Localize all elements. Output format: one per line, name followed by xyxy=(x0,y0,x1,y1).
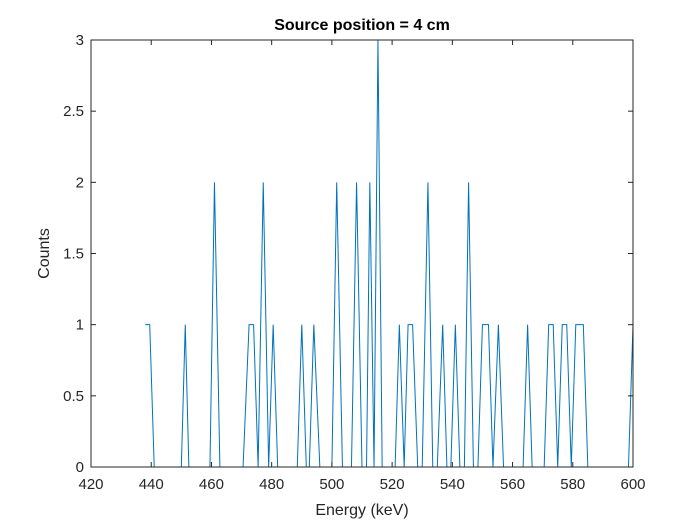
y-tick-label: 1 xyxy=(76,317,84,334)
y-tick-label: 1.5 xyxy=(63,246,84,263)
x-axis-label: Energy (keV) xyxy=(315,502,408,519)
x-tick-label: 420 xyxy=(78,476,103,493)
y-tick-label: 2.5 xyxy=(63,103,84,120)
x-tick-label: 460 xyxy=(199,476,224,493)
x-tick-label: 500 xyxy=(319,476,344,493)
x-tick-label: 560 xyxy=(500,476,525,493)
y-tick-label: 3 xyxy=(76,32,84,49)
x-tick-label: 580 xyxy=(560,476,585,493)
y-tick-label: 2 xyxy=(76,174,84,191)
plot-area xyxy=(91,40,633,467)
y-axis-label: Counts xyxy=(36,228,53,279)
chart-title: Source position = 4 cm xyxy=(274,17,450,34)
x-tick-label: 540 xyxy=(440,476,465,493)
x-tick-label: 600 xyxy=(620,476,645,493)
series-layer xyxy=(145,39,634,468)
series-line xyxy=(145,39,634,468)
y-axis-ticks: 0 0.5 1 1.5 2 2.5 3 xyxy=(63,32,633,476)
y-tick-label: 0.5 xyxy=(63,388,84,405)
x-tick-label: 440 xyxy=(139,476,164,493)
y-tick-label: 0 xyxy=(76,459,84,476)
x-tick-label: 480 xyxy=(259,476,284,493)
x-tick-label: 520 xyxy=(380,476,405,493)
x-axis-ticks: 420 440 460 480 500 520 540 560 580 600 xyxy=(78,40,646,493)
